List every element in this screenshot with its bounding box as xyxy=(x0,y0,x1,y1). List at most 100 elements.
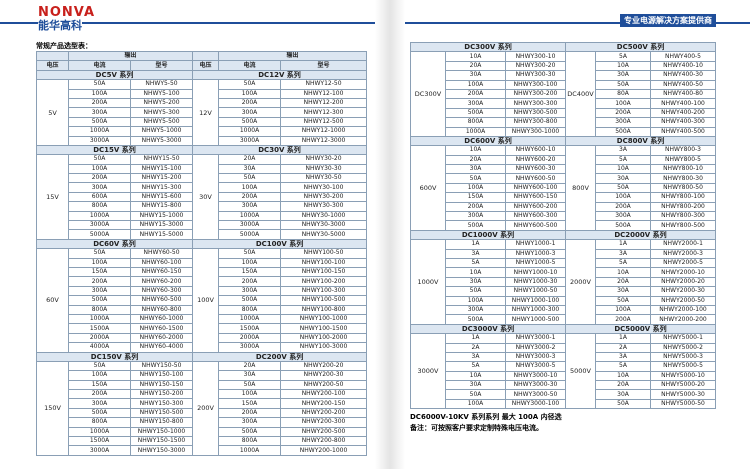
cell: 150A xyxy=(68,266,131,278)
cell: 500A xyxy=(445,220,506,231)
cell: NHWY300-10 xyxy=(505,51,566,62)
tagline: 专业电源解决方案提供商 xyxy=(620,14,716,27)
cell: 800A xyxy=(218,435,282,447)
column-header xyxy=(192,50,220,62)
row: 60V 50A NHWY60-50 100V 50A NHWY100-50 xyxy=(36,248,368,353)
cell: 100A xyxy=(218,257,282,269)
series-header: DC5000V 系列 xyxy=(565,323,716,335)
cell: NHWY1000-30 xyxy=(505,276,566,288)
cell: 150A xyxy=(218,266,282,278)
cell: NHWY15-200 xyxy=(129,173,194,184)
row: 150V 50A NHWY150-50 200V 20A NHWY200-20 xyxy=(36,360,368,456)
cell: NHWY2000-50 xyxy=(650,295,716,306)
cell: 200A xyxy=(218,276,282,287)
cell: NHWY600-300 xyxy=(505,211,566,222)
cell: NHWY150-3000 xyxy=(129,445,194,456)
cell: NHWY150-1000 xyxy=(129,426,194,438)
cell: NHWY800-30 xyxy=(650,173,716,184)
cell: NHWY5-100 xyxy=(129,88,194,99)
cell: NHWY400-5 xyxy=(650,51,716,62)
cell: 5A xyxy=(445,257,506,269)
cell: NHWY30-200 xyxy=(280,191,368,203)
cell: NHWY600-200 xyxy=(505,201,566,213)
cell: NHWY800-500 xyxy=(650,220,716,231)
cell: 10A xyxy=(445,267,506,278)
cell: NHWY1000-50 xyxy=(505,286,566,297)
cell: 50A xyxy=(595,79,651,90)
cell: NHWY5-1000 xyxy=(129,126,194,137)
cell: 200V xyxy=(192,360,220,456)
cell: NHWY600-30 xyxy=(505,164,566,175)
cell: 300A xyxy=(68,285,131,297)
cell: NHWY600-50 xyxy=(505,173,566,184)
brand: 能华高科 xyxy=(38,17,82,33)
cell: NHWY60-800 xyxy=(129,304,194,315)
cell: 1A xyxy=(445,239,506,250)
cell: 30A xyxy=(595,389,651,400)
cell: NHWY5000-20 xyxy=(650,380,716,391)
cell: NHWY30-5000 xyxy=(280,229,368,240)
cell: 10A xyxy=(595,267,651,278)
cell: 1000A xyxy=(218,210,282,222)
series-header: DC1000V 系列 xyxy=(410,229,566,241)
row: 3000V 1A NHWY3000-1 5000V 1A NHWY5000-1 xyxy=(410,333,716,410)
cell: NHWY30-100 xyxy=(280,182,368,193)
row: 100A NHWY3000-100 50A NHWY5000-50 xyxy=(411,398,716,410)
cell: NHWY100-150 xyxy=(280,266,368,278)
cell: NHWY5000-50 xyxy=(650,398,716,410)
row: 50A NHWY3000-50 30A NHWY5000-30 xyxy=(411,389,716,400)
cell: NHWY100-100 xyxy=(280,257,368,269)
left-table: 输出 输出 电压 电流 型号 电压 电流 型号 DC5V 系列 DC12V 系列 5V 50A NHWY… xyxy=(35,50,368,456)
cell: 30A xyxy=(218,370,282,381)
row: 20A NHWY600-20 5A NHWY800-5 xyxy=(411,154,716,166)
cell: 3000A xyxy=(218,220,282,231)
cell: NHWY600-500 xyxy=(505,220,566,231)
column-header: 电压 xyxy=(36,60,69,71)
cell: NHWY60-150 xyxy=(129,266,194,278)
cell: 5A xyxy=(595,154,651,166)
cell: 5000V xyxy=(565,333,596,410)
cell: 600V xyxy=(410,145,446,231)
cell: 60V xyxy=(36,248,69,353)
cell: 1A xyxy=(595,239,651,250)
cell: NHWY100-3000 xyxy=(280,342,368,353)
cell: NHWY600-150 xyxy=(505,192,566,203)
series-header: DC150V 系列 xyxy=(35,351,194,362)
cell: 3000A xyxy=(218,135,282,146)
cell: NHWY5000-10 xyxy=(650,370,716,382)
cell: NHWY5000-30 xyxy=(650,389,716,400)
row: DC1000V 系列 DC2000V 系列 xyxy=(410,229,716,241)
cell: 100A xyxy=(68,257,131,269)
cell: 20A xyxy=(218,360,282,372)
cell: NHWY300-300 xyxy=(505,98,566,109)
cell: 800A xyxy=(218,304,282,315)
series-header: DC60V 系列 xyxy=(35,238,194,250)
cell: 30A xyxy=(218,163,282,175)
row: 5A NHWY1000-5 5A NHWY2000-5 xyxy=(411,257,716,269)
cell: NHWY800-300 xyxy=(650,211,716,222)
row: DC15V 系列 DC30V 系列 xyxy=(35,144,368,156)
cell: NHWY400-80 xyxy=(650,88,716,100)
cell: NHWY100-2000 xyxy=(280,332,368,344)
cell: 800V xyxy=(565,145,596,231)
cell: NHWY150-800 xyxy=(129,417,194,428)
cell: 100A xyxy=(445,182,506,194)
cell: NHWY3000-1 xyxy=(505,333,566,344)
cell: NHWY200-20 xyxy=(280,360,368,372)
cell: 100A xyxy=(445,398,506,410)
cell: 200A xyxy=(68,389,131,400)
cell: 100A xyxy=(218,182,282,193)
cell: 5000A xyxy=(218,229,282,240)
cell: NHWY30-300 xyxy=(280,201,368,212)
row: 30A NHWY300-30 30A NHWY400-30 xyxy=(411,70,716,81)
cell: 300A xyxy=(445,98,506,109)
cell: 3A xyxy=(595,351,651,363)
row: 300A NHWY1000-300 100A NHWY2000-100 xyxy=(411,304,716,316)
cell: 200A xyxy=(68,97,131,109)
row: 3000A NHWY150-3000 1000A NHWY200-1000 xyxy=(37,445,368,456)
row: 20A NHWY300-20 10A NHWY400-10 xyxy=(411,60,716,72)
row: 1000A NHWY300-1000 500A NHWY400-500 xyxy=(411,126,716,137)
cell: 500A xyxy=(218,295,282,306)
cell: 5A xyxy=(445,361,506,372)
